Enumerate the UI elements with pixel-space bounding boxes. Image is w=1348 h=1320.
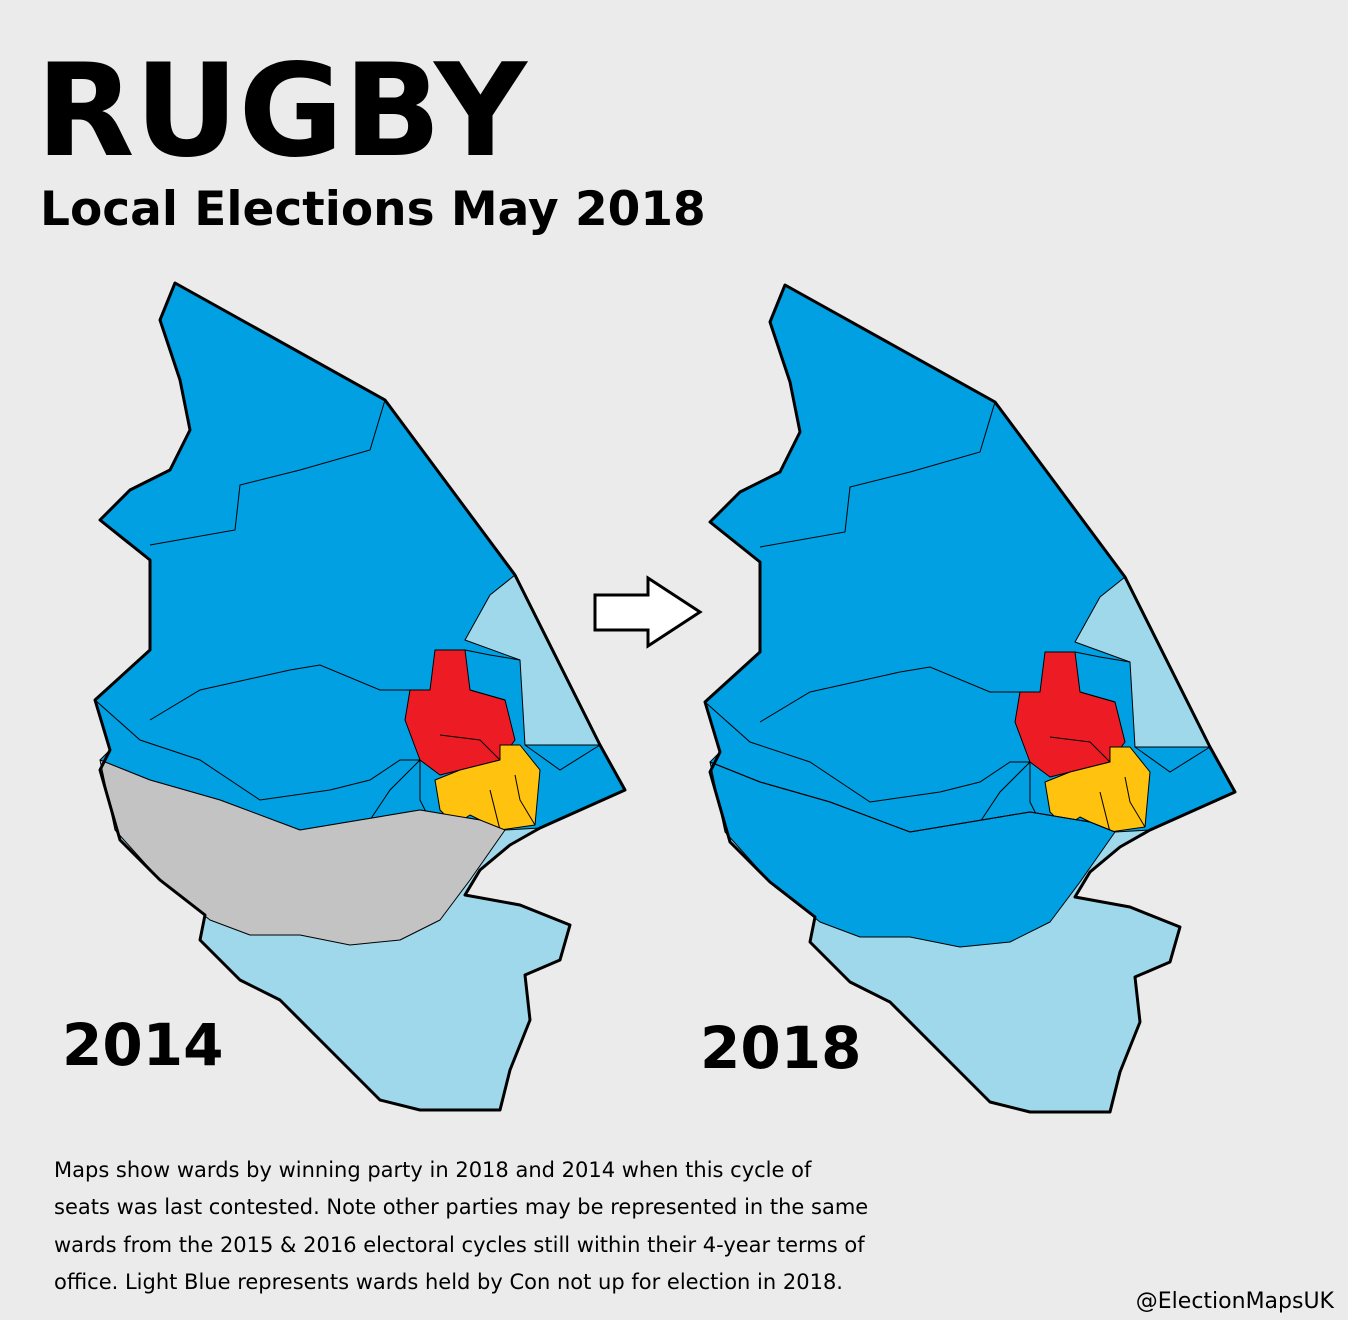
credit: @ElectionMapsUK: [1136, 1289, 1335, 1314]
title: RUGBY: [36, 37, 528, 186]
map-2014: [93, 281, 627, 1112]
note-line: seats was last contested. Note other par…: [54, 1195, 868, 1219]
note-line: wards from the 2015 & 2016 electoral cyc…: [54, 1233, 865, 1257]
arrow: [593, 575, 703, 649]
note-line: office. Light Blue represents wards held…: [54, 1270, 843, 1294]
map-2018: [703, 283, 1237, 1114]
map-label: 2018: [700, 1014, 861, 1082]
note-line: Maps show wards by winning party in 2018…: [54, 1158, 812, 1182]
subtitle: Local Elections May 2018: [40, 182, 706, 237]
map-label: 2014: [62, 1011, 223, 1079]
